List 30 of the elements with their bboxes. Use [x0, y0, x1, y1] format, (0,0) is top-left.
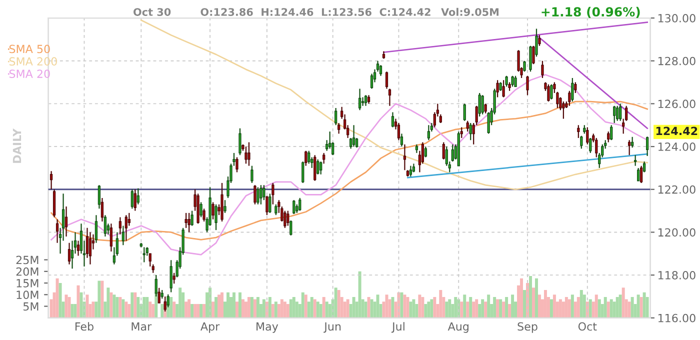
text: Vol:9.05M [441, 8, 498, 16]
x-tick-label: Jul [391, 322, 404, 333]
y-tick-label: 126.00 [658, 100, 696, 108]
y-tick-label: 124.00 [658, 142, 696, 151]
y2-tick-label: 10M [16, 290, 38, 300]
legend-label: SMA 200 [9, 57, 57, 66]
x-tick-label: Apr [200, 322, 220, 333]
x-tick-label: Jun [324, 322, 341, 333]
y-tick-label: 118.00 [658, 271, 696, 280]
y2-tick-label: 5M [23, 302, 38, 311]
x-tick-label: Aug [448, 322, 468, 333]
x-tick-label: May [256, 322, 278, 333]
y-tick-label: 130.00 [658, 14, 696, 22]
y-tick-label: 122.00 [658, 185, 696, 194]
legend-label: SMA 50 [9, 44, 50, 54]
y-tick-label: 128.00 [658, 56, 696, 66]
legend-label: SMA 20 [9, 70, 50, 78]
text: O:123.86 H:124.46 L:123.56 C:124.42 [200, 8, 430, 16]
y2-tick-label: 15M [16, 279, 38, 288]
annotation: +1.18 (0.96%) [542, 6, 640, 18]
x-tick-label: Sep [518, 322, 538, 333]
y2-tick-label: 20M [16, 267, 38, 276]
text: 124.42 [656, 126, 698, 135]
y-tick-label: 120.00 [658, 228, 696, 237]
y-tick-label: 116.00 [658, 314, 696, 322]
x-tick-label: Feb [75, 322, 94, 331]
x-tick-label: Oct [578, 322, 597, 331]
y2-tick-label: 25M [16, 256, 38, 264]
x-tick-label: Mar [132, 322, 152, 331]
text: Oct 30 [134, 8, 171, 16]
